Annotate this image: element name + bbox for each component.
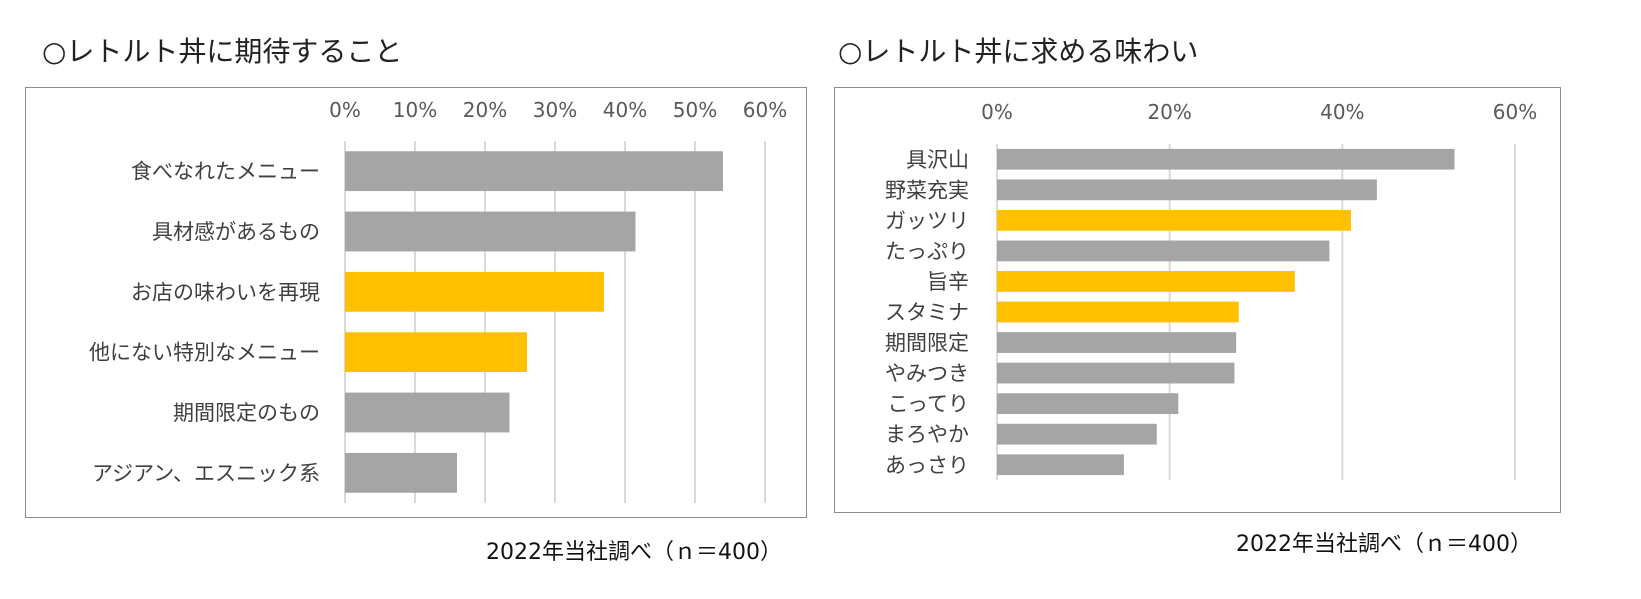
left-chart-bar (345, 392, 510, 433)
right-chart-title: ○レトルト丼に求める味わい (838, 35, 1199, 68)
right-chart-category-label: 期間限定 (885, 331, 969, 355)
right-chart-bar (997, 362, 1235, 384)
right-chart-category-label: 野菜充実 (885, 178, 969, 202)
left-chart-bar (345, 211, 636, 252)
right-chart-bar (997, 148, 1455, 170)
left-chart-category-label: お店の味わいを再現 (131, 280, 320, 304)
left-chart-x-tick-label: 20% (463, 98, 507, 122)
left-chart-x-tick-label: 50% (673, 98, 717, 122)
left-chart-x-tick-label: 60% (743, 98, 787, 122)
left-chart-bar (345, 332, 527, 373)
right-source-note: 2022年当社調べ（ｎ＝400） (1236, 532, 1532, 557)
left-chart-bar (345, 151, 723, 192)
right-chart-bar (997, 209, 1351, 231)
left-chart-title: ○レトルト丼に期待すること (42, 35, 403, 68)
left-chart-x-tick-label: 10% (393, 98, 437, 122)
right-chart-category-label: やみつき (885, 362, 969, 386)
right-chart-bar (997, 240, 1330, 262)
right-chart-bar (997, 393, 1179, 415)
left-chart-category-label: アジアン、エスニック系 (92, 461, 320, 485)
right-chart-bar (997, 179, 1377, 201)
right-chart-category-label: たっぷり (885, 239, 969, 263)
right-chart-x-tick-label: 0% (981, 100, 1013, 124)
right-chart-bar (997, 271, 1295, 292)
left-chart-category-label: 食べなれたメニュー (131, 160, 320, 184)
right-chart-category-label: まろやか (885, 423, 969, 447)
right-chart-x-tick-label: 20% (1147, 100, 1191, 124)
right-chart-category-label: 具沢山 (906, 148, 969, 172)
left-source-note: 2022年当社調べ（ｎ＝400） (486, 540, 782, 565)
right-chart-category-label: ガッツリ (885, 209, 969, 233)
right-chart-x-tick-label: 40% (1320, 100, 1364, 124)
right-chart-bar (997, 423, 1157, 445)
right-chart-bar (997, 332, 1237, 353)
left-chart-category-label: 具材感があるもの (152, 220, 320, 244)
left-chart-x-tick-label: 30% (533, 98, 577, 122)
left-chart-bar (345, 452, 457, 493)
right-chart-x-tick-label: 60% (1493, 100, 1537, 124)
left-chart-x-tick-label: 40% (603, 98, 647, 122)
left-chart-bar (345, 271, 604, 312)
right-chart-bar (997, 301, 1239, 323)
right-chart-category-label: 旨辛 (927, 270, 969, 294)
left-chart-category-label: 期間限定のもの (173, 401, 320, 425)
left-chart-category-label: 他にない特別なメニュー (89, 341, 320, 365)
right-chart-category-label: あっさり (885, 453, 969, 477)
right-chart-bar (997, 454, 1124, 476)
right-chart-category-label: こってり (888, 392, 969, 416)
right-chart-category-label: スタミナ (885, 301, 969, 325)
left-chart-x-tick-label: 0% (329, 98, 361, 122)
